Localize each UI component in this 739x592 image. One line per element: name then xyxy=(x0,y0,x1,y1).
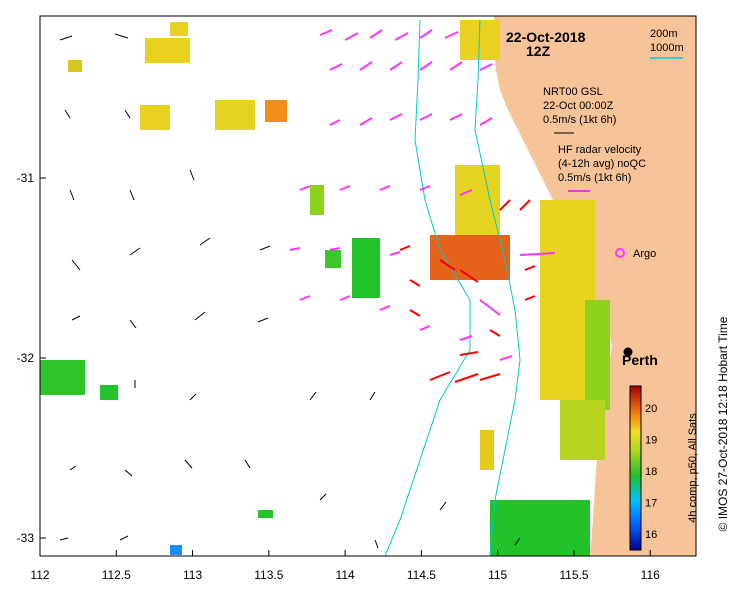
y-tick-label: -33 xyxy=(17,531,35,545)
x-tick-label: 116 xyxy=(641,568,660,582)
perth-marker-icon xyxy=(623,347,633,357)
plot-frame xyxy=(39,15,697,557)
radar-legend-line2: (4-12h avg) noQC xyxy=(558,158,646,170)
map-time: 12Z xyxy=(526,43,551,59)
colorbar-tick-label: 17 xyxy=(645,498,657,510)
map-date: 22-Oct-2018 xyxy=(506,29,586,45)
colorbar-tick-label: 20 xyxy=(645,403,657,415)
x-tick-label: 112.5 xyxy=(102,568,131,582)
colorbar-ticks: 16 17 18 19 20 xyxy=(645,403,657,541)
gsl-legend-line2: 22-Oct 00:00Z xyxy=(543,100,614,112)
contour-label-1000m: 1000m xyxy=(650,42,684,54)
x-tick-label: 112 xyxy=(30,568,49,582)
argo-marker-icon xyxy=(615,248,625,258)
radar-arrows xyxy=(289,29,556,383)
y-axis: -31 -32 -33 xyxy=(17,171,46,545)
depth-contours xyxy=(384,19,521,557)
gsl-legend-line3: 0.5m/s (1kt 6h) xyxy=(543,114,616,126)
gsl-legend-line1: NRT00 GSL xyxy=(543,86,603,98)
x-tick-label: 114.5 xyxy=(407,568,436,582)
sst-patches xyxy=(40,20,610,556)
contour-label-200m: 200m xyxy=(650,28,678,40)
colorbar-tick-label: 16 xyxy=(645,529,657,541)
perth-label: Perth xyxy=(622,352,658,368)
colorbar-title: 4h comp, p50, All Sats xyxy=(687,413,699,523)
x-tick-label: 113.5 xyxy=(254,568,283,582)
argo-label: Argo xyxy=(633,248,656,260)
x-tick-label: 115 xyxy=(488,568,507,582)
credit-text: © IMOS 27-Oct-2018 12:18 Hobart Time xyxy=(716,316,730,531)
radar-legend-line3: 0.5m/s (1kt 6h) xyxy=(558,172,631,184)
x-tick-label: 114 xyxy=(336,568,355,582)
x-tick-label: 115.5 xyxy=(559,568,588,582)
colorbar-tick-label: 19 xyxy=(645,435,657,447)
x-axis: 112 112.5 113 113.5 114 114.5 115 115.5 116 xyxy=(30,550,660,582)
x-tick-label: 113 xyxy=(183,568,202,582)
radar-legend-line1: HF radar velocity xyxy=(558,144,642,156)
colorbar xyxy=(629,385,642,551)
y-tick-label: -31 xyxy=(17,171,35,185)
colorbar-tick-label: 18 xyxy=(645,466,657,478)
gsl-arrows xyxy=(59,33,521,549)
y-tick-label: -32 xyxy=(17,351,35,365)
